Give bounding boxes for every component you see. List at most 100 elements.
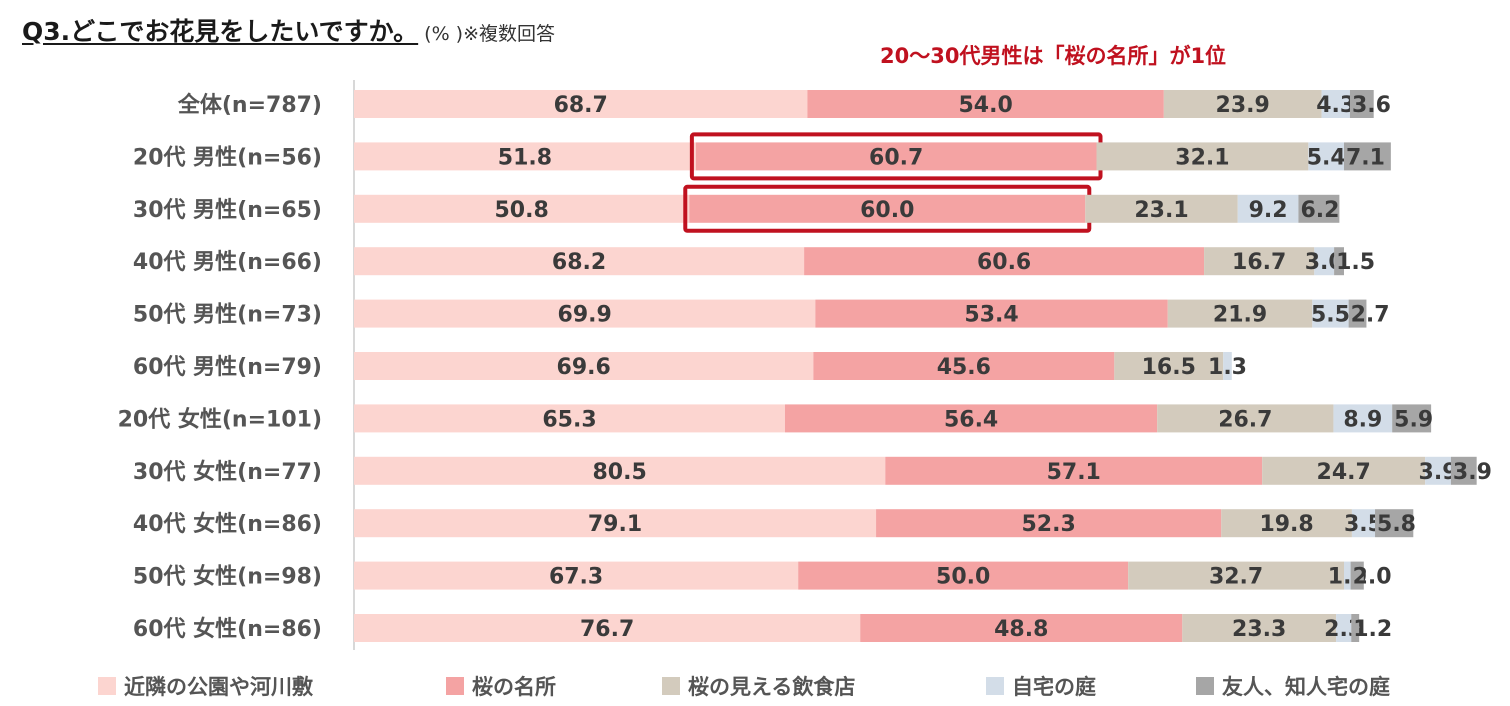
bar-segment xyxy=(354,90,808,118)
data-label: 50.8 xyxy=(494,198,548,223)
data-label: 5.4 xyxy=(1307,145,1346,170)
data-label: 45.6 xyxy=(937,355,991,380)
category-label: 40代 男性(n=66) xyxy=(133,250,322,275)
data-label: 67.3 xyxy=(549,565,603,590)
bar-segment xyxy=(1344,142,1391,171)
category-label: 50代 男性(n=73) xyxy=(133,303,322,328)
data-label: 51.8 xyxy=(498,145,552,170)
data-label: 32.1 xyxy=(1175,145,1229,170)
bar-segment xyxy=(354,456,886,485)
bar-segment xyxy=(1157,404,1334,433)
bar-segment xyxy=(798,561,1129,590)
legend-label: 桜の名所 xyxy=(472,675,556,699)
category-label: 30代 女性(n=77) xyxy=(133,459,322,485)
data-label: 5.9 xyxy=(1394,407,1433,432)
category-label: 60代 女性(n=86) xyxy=(133,616,322,642)
legend-label: 自宅の庭 xyxy=(1012,675,1096,699)
bar-segment xyxy=(354,247,805,276)
bar-segment xyxy=(784,404,1158,433)
bar-segment xyxy=(1349,90,1374,118)
chart-title-block: Q3.どこでお花見をしたいですか。 (% )※複数回答 xyxy=(22,12,555,48)
bar-segment xyxy=(354,561,799,590)
chart-subtitle: (% )※複数回答 xyxy=(424,23,555,45)
bar-segment xyxy=(354,352,814,380)
legend-swatch xyxy=(1196,677,1214,695)
chart-annotation: 20～30代男性は「桜の名所」が1位 xyxy=(880,44,1227,68)
data-label: 23.3 xyxy=(1232,617,1286,642)
data-label: 21.9 xyxy=(1213,303,1267,328)
chart-title: Q3.どこでお花見をしたいですか。 xyxy=(22,17,419,46)
data-label: 79.1 xyxy=(588,512,642,537)
bar-segment xyxy=(1182,614,1337,642)
category-label: 40代 女性(n=86) xyxy=(133,511,322,537)
bar-segment xyxy=(354,614,861,642)
data-label: 69.6 xyxy=(557,355,611,380)
bar-segment xyxy=(1312,299,1349,328)
bar-segment xyxy=(1204,247,1315,276)
bar-segment xyxy=(1163,90,1322,118)
legend-swatch xyxy=(986,677,1004,695)
category-label: 全体(n=787) xyxy=(177,92,322,118)
bar-segment xyxy=(1114,352,1224,380)
data-label: 60.0 xyxy=(860,198,914,223)
data-label: 68.2 xyxy=(552,250,606,275)
bar-segment xyxy=(1336,614,1352,642)
data-label: 65.3 xyxy=(542,407,596,432)
bar-segment xyxy=(807,90,1164,118)
bar-segment xyxy=(1085,194,1238,223)
bar-segment xyxy=(1167,299,1313,328)
bar-segment xyxy=(1351,509,1376,538)
bar-segment xyxy=(1262,456,1426,485)
bar-segment xyxy=(1096,142,1309,171)
bar-segment xyxy=(876,509,1222,538)
legend-label: 桜の見える飲食店 xyxy=(688,675,855,699)
data-label: 53.4 xyxy=(964,303,1018,328)
data-label: 4.3 xyxy=(1316,93,1355,118)
bar-segment xyxy=(1348,299,1367,328)
data-label: 1.3 xyxy=(1208,355,1247,380)
data-label: 2.0 xyxy=(1353,565,1392,590)
data-label: 76.7 xyxy=(580,617,634,642)
data-label: 80.5 xyxy=(593,460,647,485)
data-label: 23.9 xyxy=(1216,93,1270,118)
data-label: 9.2 xyxy=(1249,198,1288,223)
bar-segment xyxy=(885,456,1263,485)
data-label: 3.6 xyxy=(1352,93,1391,118)
bar-segment xyxy=(1221,509,1352,538)
bar-segment xyxy=(354,404,785,433)
data-label: 69.9 xyxy=(558,303,612,328)
data-label: 26.7 xyxy=(1218,407,1272,432)
bar-segment xyxy=(1128,561,1344,590)
bar-segment xyxy=(1298,194,1340,223)
data-label: 23.1 xyxy=(1134,198,1188,223)
data-label: 5.5 xyxy=(1311,303,1350,328)
data-label: 3.9 xyxy=(1453,460,1492,485)
category-label: 30代 男性(n=65) xyxy=(133,198,322,223)
bar-segment xyxy=(1344,561,1351,590)
category-label: 60代 男性(n=79) xyxy=(133,355,322,380)
bar-segment xyxy=(1308,142,1344,171)
data-label: 57.1 xyxy=(1047,460,1101,485)
bar-segment xyxy=(1375,509,1414,538)
bar-segment xyxy=(1321,90,1350,118)
data-label: 6.2 xyxy=(1300,198,1339,223)
legend-swatch xyxy=(446,677,464,695)
bar-segment xyxy=(354,142,696,171)
bar-segment xyxy=(813,352,1115,380)
legend-label: 友人、知人宅の庭 xyxy=(1222,675,1390,699)
bar-segment xyxy=(1333,404,1393,433)
data-label: 52.3 xyxy=(1022,512,1076,537)
data-label: 54.0 xyxy=(958,93,1012,118)
category-label: 20代 女性(n=101) xyxy=(118,406,322,432)
legend-swatch xyxy=(98,677,116,695)
bar-segment xyxy=(689,194,1086,223)
data-label: 16.7 xyxy=(1232,250,1286,275)
bar-segment xyxy=(1425,456,1451,485)
bar-segment xyxy=(354,299,816,328)
bar-segment xyxy=(804,247,1205,276)
category-label: 50代 女性(n=98) xyxy=(133,564,322,590)
data-label: 8.9 xyxy=(1343,407,1382,432)
data-label: 32.7 xyxy=(1209,565,1263,590)
bar-segment xyxy=(1314,247,1335,276)
